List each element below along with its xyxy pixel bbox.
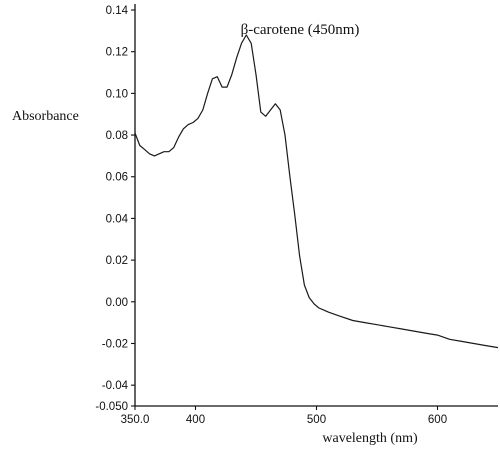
x-axis-label: wavelength (nm) bbox=[322, 431, 418, 446]
y-tick-label: -0.050 bbox=[95, 401, 128, 413]
y-tick-label: 0.06 bbox=[106, 172, 128, 184]
y-tick-label: 0.08 bbox=[106, 130, 128, 142]
x-tick-label: 600 bbox=[428, 414, 447, 426]
y-axis: 0.14 0.12 0.10 0.08 0.06 0.04 0.02 0.00 -0.02 -0.… bbox=[95, 4, 136, 413]
y-tick-label: 0.12 bbox=[106, 47, 128, 59]
y-tick-label: 0.10 bbox=[106, 88, 128, 100]
peak-annotation: β-carotene (450nm) bbox=[241, 22, 360, 38]
y-tick-label: 0.00 bbox=[106, 297, 128, 309]
y-tick-label: 0.04 bbox=[106, 213, 129, 225]
absorbance-series-line bbox=[134, 34, 499, 349]
y-tick-label: -0.02 bbox=[102, 338, 128, 350]
y-tick-label: 0.02 bbox=[106, 255, 128, 267]
x-axis: 350.0 400 500 600 bbox=[121, 405, 498, 426]
y-axis-label: Absorbance bbox=[12, 109, 79, 124]
x-tick-label: 500 bbox=[307, 414, 326, 426]
y-tick-label: 0.14 bbox=[106, 5, 129, 17]
x-tick-label: 350.0 bbox=[121, 414, 150, 426]
y-tick-label: -0.04 bbox=[102, 380, 129, 392]
x-tick-label: 400 bbox=[186, 414, 205, 426]
